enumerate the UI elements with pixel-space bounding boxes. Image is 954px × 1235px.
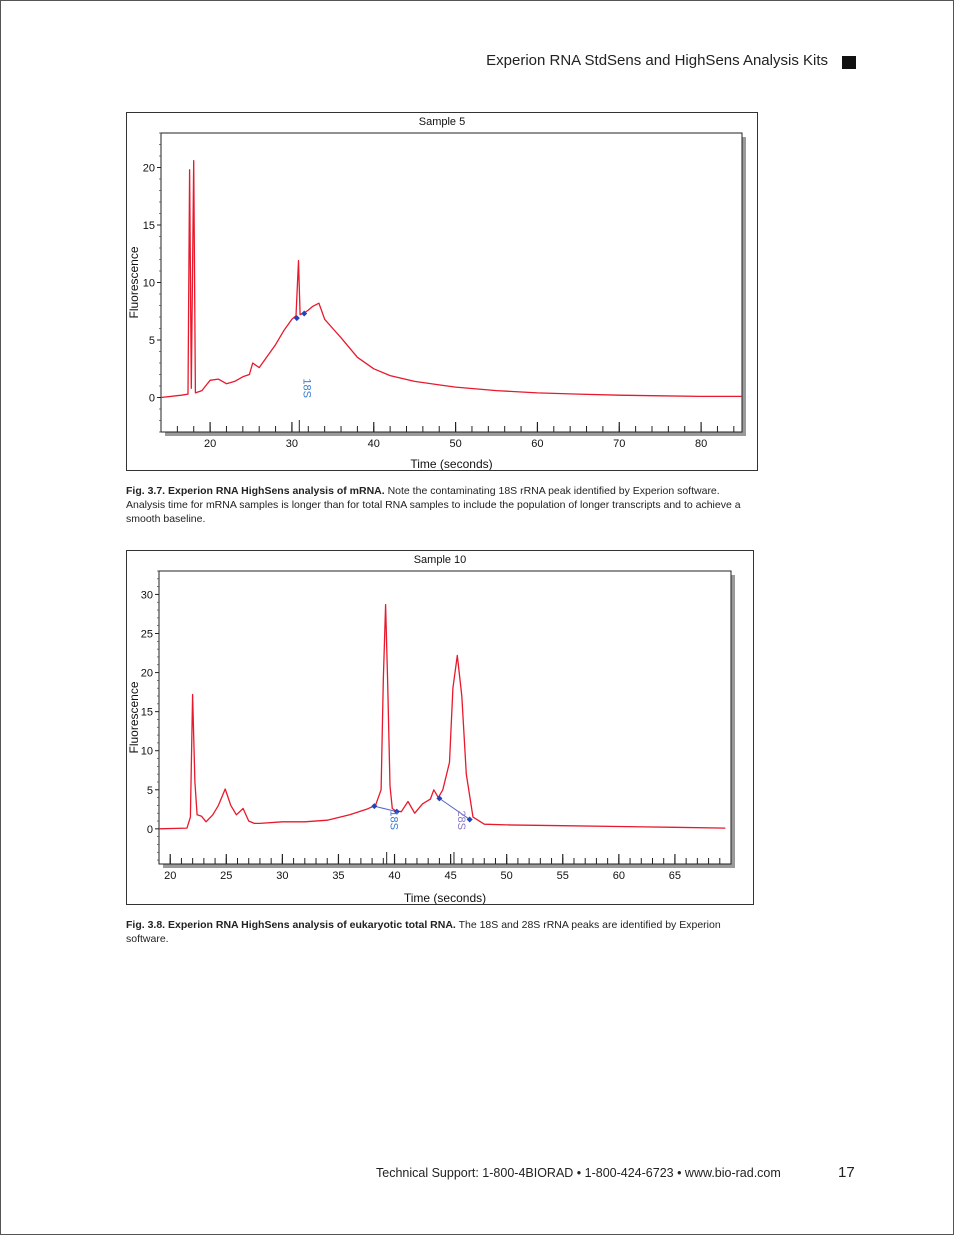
chart-0-plot-area [160,132,743,433]
chart-0-y-axis-label: Fluorescence [127,246,141,318]
chart-1-peak-label: 18S [388,810,400,830]
chart-1-x-tick-label: 45 [444,870,456,882]
figure-3-7-svg: Sample 5 0 5 10 15 20 20 30 40 50 60 70 80 Time (seco… [127,116,746,470]
chart-1-y-tick-label: 10 [141,746,153,758]
chart-1-x-tick-label: 40 [388,870,400,882]
chart-0-y-tick-label: 15 [143,220,155,232]
figure-3-8-caption-text: The 18S and 28S rRNA peaks are identifie… [126,919,721,945]
chart-0-x-tick-label: 40 [368,438,380,450]
chart-1-x-tick-label: 20 [164,870,176,882]
chart-1-x-tick-label: 65 [669,870,681,882]
chart-1-title: Sample 10 [414,554,467,566]
chart-1-x-tick-label: 25 [220,870,232,882]
chart-0-peak-label: 18S [300,378,312,398]
chart-1-y-tick-label: 15 [141,707,153,719]
chart-0-y-tick-label: 0 [149,393,155,405]
chart-1-x-tick-label: 35 [332,870,344,882]
chart-1-series-line [158,603,726,830]
chart-0-x-tick-label: 30 [286,438,298,450]
figure-3-7-caption-text: Note the contaminating 18S rRNA peak ide… [126,485,741,525]
chart-1-x-tick-label: 50 [501,870,513,882]
chart-1-y-tick-label: 30 [141,589,153,601]
chart-1-x-tick-label: 55 [557,870,569,882]
chart-1-peak-baseline [374,805,397,813]
chart-0-x-tick-label: 60 [531,438,543,450]
chart-0-y-tick-label: 20 [143,163,155,175]
figure-3-8-svg: Sample 10 0 5 10 15 20 25 30 20 25 30 35 40 45 50 55 60 6… [127,554,735,904]
running-header: Experion RNA StdSens and HighSens Analys… [486,52,828,69]
chart-1-y-axis-label: Fluorescence [127,681,141,753]
chart-1-peak-marker [371,803,378,810]
header-square-marker [842,56,856,69]
figure-3-8-caption-label: Fig. 3.8. Experion RNA HighSens analysis… [126,919,456,931]
chart-1-peak-label: 28S [455,810,467,830]
chart-0-x-tick-label: 80 [695,438,707,450]
chart-1-peak-marker [393,808,400,815]
chart-1-y-tick-label: 5 [147,785,153,797]
chart-0-y-tick-label: 5 [149,335,155,347]
chart-0-peak-marker [301,310,308,317]
chart-1-peak-marker [466,816,473,823]
chart-1-plot-area [158,570,732,865]
chart-0-x-tick-label: 70 [613,438,625,450]
footer-support: Technical Support: 1-800-4BIORAD • 1-800… [376,1166,781,1180]
chart-1-x-axis-label: Time (seconds) [404,891,486,904]
chart-1-y-tick-label: 0 [147,824,153,836]
page-number: 17 [838,1164,855,1181]
figure-3-8-caption: Fig. 3.8. Experion RNA HighSens analysis… [126,918,746,946]
chart-1-y-tick-label: 25 [141,629,153,641]
chart-0-title: Sample 5 [419,116,465,128]
chart-0-peak-marker [293,315,300,322]
chart-1-y-tick-label: 20 [141,668,153,680]
chart-0-x-axis-label: Time (seconds) [410,457,492,470]
figure-3-7-caption: Fig. 3.7. Experion RNA HighSens analysis… [126,484,746,526]
chart-1-x-tick-label: 60 [613,870,625,882]
chart-1-peak-marker [436,795,443,802]
figure-3-7-chart: Sample 5 0 5 10 15 20 20 30 40 50 60 70 80 Time (seco… [126,112,758,471]
chart-0-series-line [160,159,742,399]
chart-0-y-tick-label: 10 [143,278,155,290]
figure-3-7-caption-label: Fig. 3.7. Experion RNA HighSens analysis… [126,485,385,497]
chart-0-x-tick-label: 50 [449,438,461,450]
chart-1-peak-baseline [439,797,470,820]
chart-0-x-tick-label: 20 [204,438,216,450]
figure-3-8-chart: Sample 10 0 5 10 15 20 25 30 20 25 30 35 40 45 50 55 60 6… [126,550,754,905]
chart-1-x-tick-label: 30 [276,870,288,882]
